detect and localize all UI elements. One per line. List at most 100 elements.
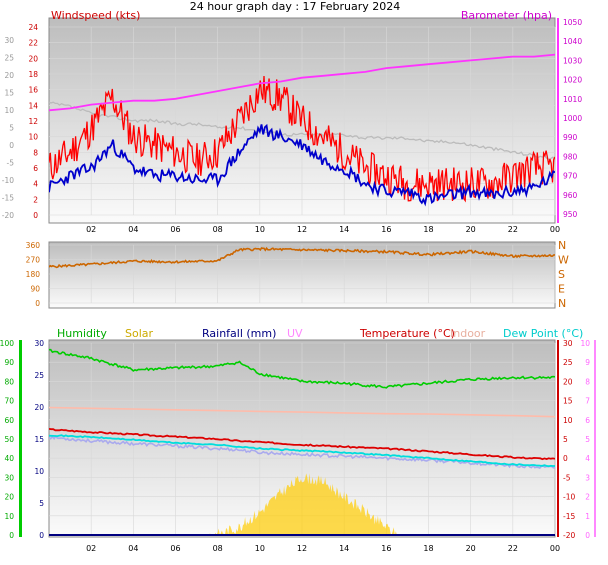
wind-x-label: 02 bbox=[86, 225, 96, 234]
gust-line bbox=[49, 75, 555, 203]
wind-tick-label: 2 bbox=[33, 195, 38, 204]
uv-tick-label: 0 bbox=[585, 531, 590, 540]
temperature-x-label: 22 bbox=[508, 544, 518, 553]
wind-tick-label: 4 bbox=[33, 180, 38, 189]
wind-x-label: 20 bbox=[466, 225, 476, 234]
apparent-line bbox=[49, 434, 555, 470]
wind-x-label: 08 bbox=[213, 225, 223, 234]
temperature-x-label: 10 bbox=[255, 544, 265, 553]
temperature-y-ticks: -20 -15 -10 -5 0 5 10 15 20 25 30 bbox=[563, 339, 575, 540]
uv-y-ticks: 0 1 2 3 4 5 6 7 8 9 10 bbox=[580, 339, 590, 540]
indoor-line bbox=[49, 406, 555, 418]
rainfall-tick-label: 15 bbox=[34, 435, 44, 444]
temperature-tick-label: 10 bbox=[563, 416, 573, 425]
temperature-x-label: 14 bbox=[339, 544, 349, 553]
uv-tick-label: 7 bbox=[585, 397, 590, 406]
wind-tick-label: 10 bbox=[28, 133, 38, 142]
humidity-tick-label: 60 bbox=[4, 416, 14, 425]
compass-label: N bbox=[558, 297, 566, 310]
outer-tick-label: -10 bbox=[2, 176, 14, 185]
rainfall-tick-label: 25 bbox=[34, 371, 44, 380]
temperature-x-label: 16 bbox=[381, 544, 391, 553]
direction-tick-label: 180 bbox=[26, 270, 41, 279]
solar-area bbox=[207, 473, 397, 535]
barometer-tick-label: 1040 bbox=[563, 37, 582, 46]
rainfall-tick-label: 0 bbox=[39, 531, 44, 540]
outer-tick-label: 5 bbox=[9, 124, 14, 133]
direction-tick-label: 90 bbox=[30, 285, 40, 294]
humidity-tick-label: 50 bbox=[4, 435, 14, 444]
temperature-axis-bar bbox=[557, 340, 559, 537]
compass-label: E bbox=[558, 283, 565, 296]
humidity-tick-label: 0 bbox=[9, 531, 14, 540]
rainfall-y-ticks: 0 5 10 15 20 25 30 bbox=[34, 339, 44, 540]
temperature-line bbox=[49, 428, 555, 461]
wind-tick-label: 14 bbox=[28, 101, 38, 110]
temperature-x-label: 12 bbox=[297, 544, 307, 553]
wind-tick-label: 20 bbox=[28, 54, 38, 63]
uv-axis-bar bbox=[594, 340, 596, 537]
solar-label: Solar bbox=[125, 327, 154, 340]
outer-tick-label: 10 bbox=[4, 106, 14, 115]
wind-x-label: 18 bbox=[423, 225, 433, 234]
wind-tick-label: 22 bbox=[28, 39, 38, 48]
barometer-tick-label: 1050 bbox=[563, 18, 582, 27]
humidity-axis-bar bbox=[19, 340, 22, 537]
uv-tick-label: 6 bbox=[585, 416, 590, 425]
barometer-tick-label: 960 bbox=[563, 191, 578, 200]
humidity-y-ticks: 0 10 20 30 40 50 60 70 80 90 100 bbox=[0, 339, 14, 540]
wind-x-label: 16 bbox=[381, 225, 391, 234]
uv-tick-label: 8 bbox=[585, 377, 590, 386]
uv-label: UV bbox=[287, 327, 303, 340]
wind-tick-label: 8 bbox=[33, 148, 38, 157]
dew-point-line bbox=[49, 434, 555, 468]
wind-direction-line bbox=[49, 246, 555, 269]
barometer-tick-label: 1020 bbox=[563, 76, 582, 85]
graph-title: 24 hour graph day : 17 February 2024 bbox=[190, 0, 401, 13]
rainfall-tick-label: 30 bbox=[34, 339, 44, 348]
temperature-tick-label: 15 bbox=[563, 397, 573, 406]
temperature-x-label: 06 bbox=[170, 544, 180, 553]
uv-tick-label: 10 bbox=[580, 339, 590, 348]
outer-tick-label: 0 bbox=[9, 141, 14, 150]
temperature-tick-label: 30 bbox=[563, 339, 573, 348]
compass-label: S bbox=[558, 268, 565, 281]
humidity-tick-label: 40 bbox=[4, 454, 14, 463]
temperature-x-label: 00 bbox=[550, 544, 560, 553]
humidity-tick-label: 100 bbox=[0, 339, 14, 348]
humidity-tick-label: 30 bbox=[4, 473, 14, 482]
uv-tick-label: 5 bbox=[585, 435, 590, 444]
uv-tick-label: 9 bbox=[585, 358, 590, 367]
wind-x-label: 10 bbox=[255, 225, 265, 234]
barometer-y-ticks: 950 960 970 980 990 1000 1010 1020 1030 1040 1050 bbox=[563, 18, 582, 219]
barometer-tick-label: 1030 bbox=[563, 56, 582, 65]
direction-y-ticks: 0 90 180 270 360 bbox=[26, 241, 41, 308]
wind-tick-label: 12 bbox=[28, 117, 38, 126]
temperature-tick-label: -15 bbox=[563, 512, 575, 521]
humidity-tick-label: 10 bbox=[4, 512, 14, 521]
wind-tick-label: 6 bbox=[33, 164, 38, 173]
barometer-axis-bar bbox=[557, 18, 559, 223]
wind-tick-label: 24 bbox=[28, 23, 38, 32]
humidity-tick-label: 90 bbox=[4, 358, 14, 367]
barometer-line bbox=[49, 53, 555, 112]
uv-tick-label: 1 bbox=[585, 512, 590, 521]
outer-tick-label: 15 bbox=[4, 89, 14, 98]
temperature-x-label: 20 bbox=[466, 544, 476, 553]
temperature-x-label: 18 bbox=[423, 544, 433, 553]
humidity-line bbox=[49, 348, 555, 389]
barometer-tick-label: 990 bbox=[563, 133, 578, 142]
wind-label: Windspeed (kts) bbox=[51, 9, 140, 22]
wind-x-label: 04 bbox=[128, 225, 138, 234]
wind-tick-label: 16 bbox=[28, 86, 38, 95]
uv-tick-label: 3 bbox=[585, 473, 590, 482]
barometer-tick-label: 1010 bbox=[563, 95, 582, 104]
indoor-label: Indoor bbox=[450, 327, 486, 340]
chill-line bbox=[49, 101, 555, 161]
rainfall-tick-label: 10 bbox=[34, 467, 44, 476]
outer-tick-label: -5 bbox=[7, 159, 15, 168]
